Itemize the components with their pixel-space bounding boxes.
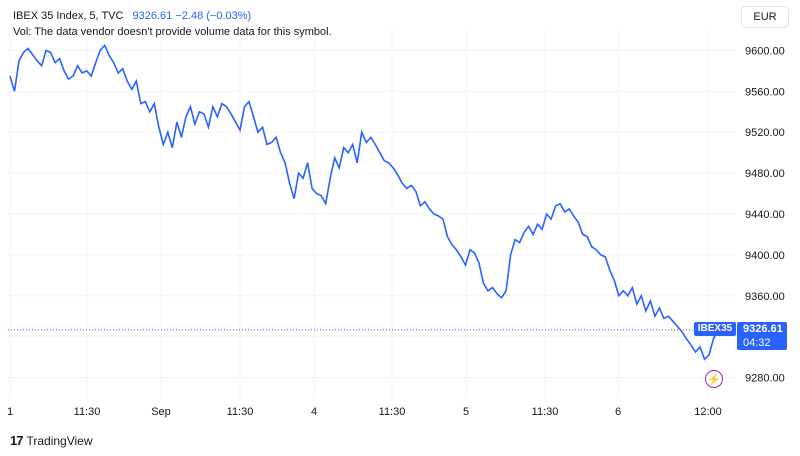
tradingview-logo[interactable]: 17 TradingView [10, 433, 93, 448]
last-price-value: 9326.61 [743, 323, 783, 335]
y-tick-label: 9560.00 [745, 86, 785, 98]
last-price-tag: 9326.61 04:32 [737, 322, 787, 350]
x-tick-label: 6 [615, 406, 621, 418]
currency-button[interactable]: EUR [741, 6, 789, 28]
y-tick-label: 9520.00 [745, 127, 785, 139]
x-tick-label: 11:30 [74, 406, 101, 418]
y-tick-label: 9480.00 [745, 168, 785, 180]
brand-name: TradingView [26, 433, 93, 448]
x-tick-label: 11:30 [532, 406, 559, 418]
volume-note: Vol: The data vendor doesn't provide vol… [13, 26, 332, 38]
symbol-price-tag: IBEX35 [694, 322, 736, 336]
lightning-icon[interactable]: ⚡ [705, 370, 723, 388]
chart-legend: IBEX 35 Index, 5, TVC 9326.61 −2.48 (−0.… [13, 9, 332, 40]
x-tick-label: 1 [7, 406, 13, 418]
y-tick-label: 9400.00 [745, 250, 785, 262]
x-tick-label: 5 [463, 406, 469, 418]
x-tick-label: 11:30 [227, 406, 254, 418]
x-tick-label: 12:00 [694, 406, 722, 418]
y-tick-label: 9360.00 [745, 291, 785, 303]
last-quote: 9326.61 −2.48 (−0.03%) [132, 10, 252, 22]
y-tick-label: 9280.00 [745, 373, 785, 385]
symbol-title: IBEX 35 Index, 5, TVC [13, 10, 124, 22]
price-series-line [9, 43, 719, 361]
tradingview-icon: 17 [10, 433, 24, 448]
x-tick-label: Sep [151, 406, 171, 418]
x-tick-label: 11:30 [379, 406, 406, 418]
x-tick-label: 4 [311, 406, 317, 418]
y-tick-label: 9600.00 [745, 45, 785, 57]
y-tick-label: 9440.00 [745, 209, 785, 221]
bar-countdown: 04:32 [743, 337, 771, 349]
